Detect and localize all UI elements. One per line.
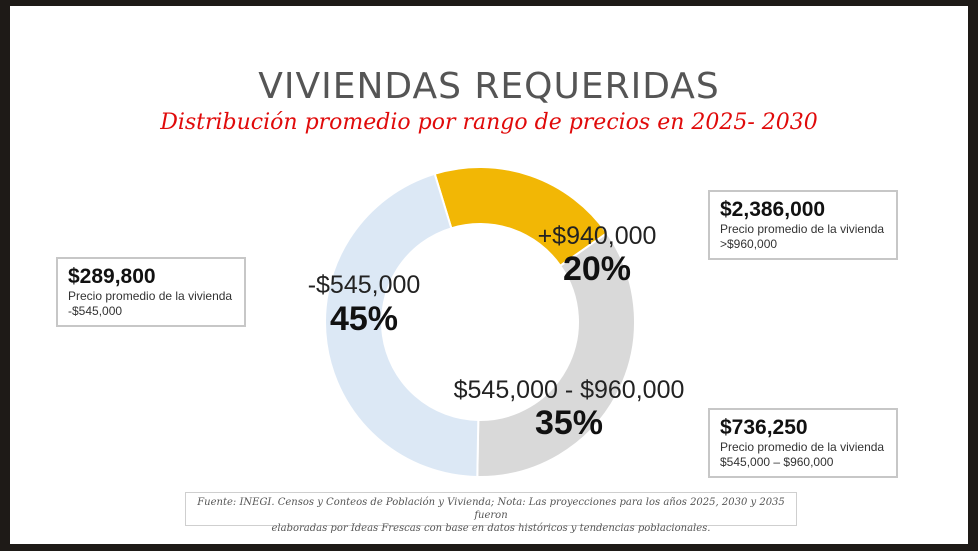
avg-price-value-low: $289,800 <box>68 265 156 288</box>
avg-price-desc-mid: Precio promedio de la vivienda <box>720 440 885 454</box>
avg-price-range-low: -$545,000 <box>68 304 123 318</box>
avg-price-range-high: >$960,000 <box>720 237 778 251</box>
slice-category-label-1: $545,000 - $960,000 <box>454 376 685 404</box>
source-line-1: Fuente: INEGI. Censos y Conteos de Pobla… <box>197 497 785 521</box>
avg-price-range-mid: $545,000 – $960,000 <box>720 455 834 469</box>
avg-price-value-mid: $736,250 <box>720 416 808 439</box>
avg-price-value-high: $2,386,000 <box>720 198 826 221</box>
donut-slice-1 <box>476 231 636 478</box>
slice-percent-label-0: 20% <box>563 250 631 288</box>
avg-price-desc-low: Precio promedio de la vivienda <box>68 289 233 303</box>
slice-percent-label-2: 45% <box>330 300 398 338</box>
chart-title: VIVIENDAS REQUERIDAS <box>258 66 720 107</box>
avg-price-desc-high: Precio promedio de la vivienda <box>720 222 885 236</box>
chart-subtitle: Distribución promedio por rango de preci… <box>160 110 818 135</box>
slice-category-label-0: +$940,000 <box>538 222 657 250</box>
avg-price-box-low: $289,800 Precio promedio de la vivienda … <box>56 257 246 327</box>
source-line-2: elaboradas por Ideas Frescas con base en… <box>271 523 711 534</box>
source-note: Fuente: INEGI. Censos y Conteos de Pobla… <box>185 492 797 534</box>
slice-percent-label-1: 35% <box>535 404 603 442</box>
slice-category-label-2: -$545,000 <box>308 271 421 299</box>
avg-price-box-mid: $736,250 Precio promedio de la vivienda … <box>708 408 898 478</box>
donut-slice-2 <box>324 172 480 478</box>
avg-price-box-high: $2,386,000 Precio promedio de la viviend… <box>708 190 898 260</box>
